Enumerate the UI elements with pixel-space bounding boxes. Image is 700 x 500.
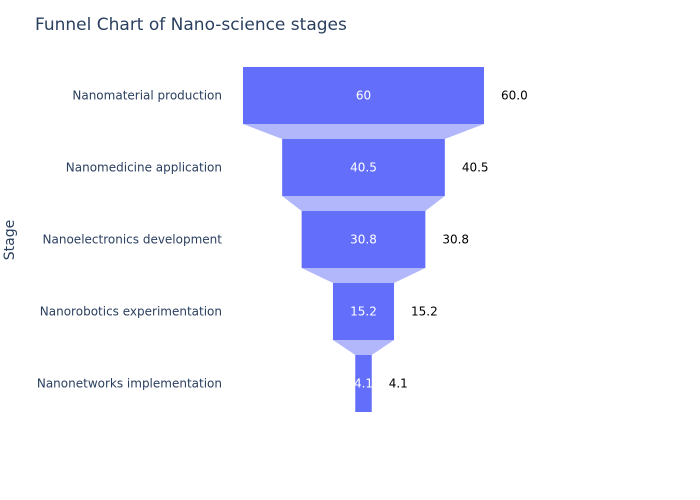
bar-outside-value-label: 30.8 bbox=[442, 233, 469, 247]
bar-outside-value-label: 4.1 bbox=[389, 377, 408, 391]
funnel-bar bbox=[355, 355, 372, 412]
bar-outside-value-label: 15.2 bbox=[411, 305, 438, 319]
data-labels: 60 60.0 40.5 40.5 30.8 30.8 15.2 15.2 4.1 4.1 bbox=[350, 89, 528, 391]
bar-value-label: 60 bbox=[356, 89, 371, 103]
y-axis-label: Stage bbox=[2, 220, 18, 260]
funnel-bar bbox=[282, 139, 445, 196]
y-tick-label: Nanorobotics experimentation bbox=[40, 305, 222, 319]
y-tick-label: Nanonetworks implementation bbox=[37, 377, 222, 391]
bar-outside-value-label: 40.5 bbox=[462, 161, 489, 175]
bar-value-label: 30.8 bbox=[350, 233, 377, 247]
y-tick-label: Nanoelectronics development bbox=[43, 233, 223, 247]
funnel-bars bbox=[243, 67, 484, 412]
y-axis-ticks: Nanomaterial production Nanomedicine appl… bbox=[37, 89, 222, 391]
chart-title: Funnel Chart of Nano-science stages bbox=[35, 15, 347, 35]
funnel-bar bbox=[332, 283, 395, 340]
bar-outside-value-label: 60.0 bbox=[501, 89, 528, 103]
funnel-connector bbox=[301, 268, 426, 283]
y-tick-label: Nanomedicine application bbox=[66, 161, 222, 175]
bar-value-label: 4.1 bbox=[354, 377, 373, 391]
funnel-bar bbox=[243, 67, 484, 124]
bar-value-label: 40.5 bbox=[350, 161, 377, 175]
funnel-bar bbox=[301, 211, 426, 268]
y-tick-label: Nanomaterial production bbox=[72, 89, 222, 103]
funnel-connector bbox=[243, 124, 484, 139]
connectors bbox=[243, 124, 484, 355]
funnel-connector bbox=[332, 340, 395, 355]
funnel-connector bbox=[282, 196, 445, 211]
bar-value-label: 15.2 bbox=[350, 305, 377, 319]
